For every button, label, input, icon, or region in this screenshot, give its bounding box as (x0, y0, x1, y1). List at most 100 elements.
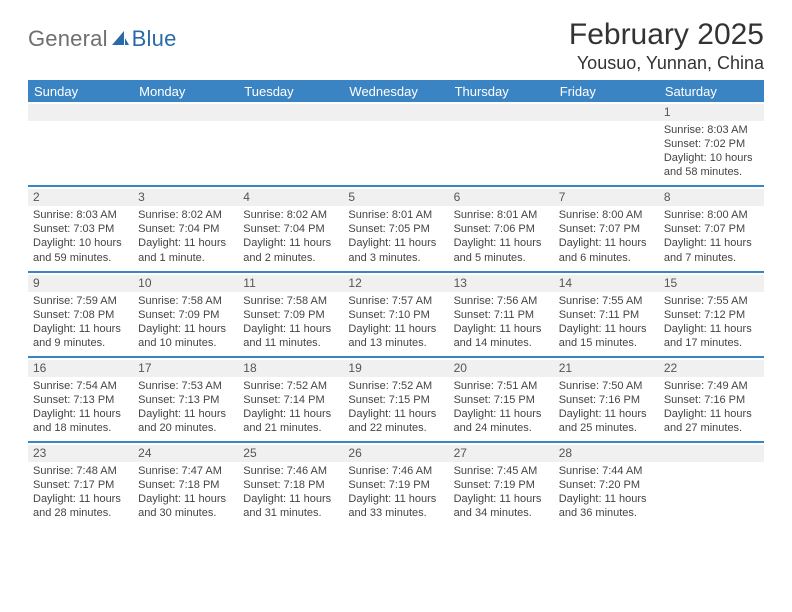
calendar-cell: 23 Sunrise: 7:48 AM Sunset: 7:17 PM Dayli… (28, 443, 133, 526)
day-details: Sunrise: 7:59 AM Sunset: 7:08 PM Dayligh… (33, 294, 128, 350)
header: General Blue February 2025 Yousuo, Yunna… (28, 18, 764, 74)
day-number: 12 (343, 275, 448, 292)
weekday-label: Thursday (449, 84, 554, 99)
day-details: Sunrise: 7:49 AM Sunset: 7:16 PM Dayligh… (664, 379, 759, 435)
day-number: 21 (554, 360, 659, 377)
calendar-body: 1 Sunrise: 8:03 AM Sunset: 7:02 PM Daylig… (28, 102, 764, 527)
day-number (554, 104, 659, 121)
day-details: Sunrise: 7:52 AM Sunset: 7:15 PM Dayligh… (348, 379, 443, 435)
weekday-label: Monday (133, 84, 238, 99)
calendar-cell: 7 Sunrise: 8:00 AM Sunset: 7:07 PM Daylig… (554, 187, 659, 270)
day-number: 1 (659, 104, 764, 121)
day-details: Sunrise: 7:50 AM Sunset: 7:16 PM Dayligh… (559, 379, 654, 435)
calendar-cell: 3 Sunrise: 8:02 AM Sunset: 7:04 PM Daylig… (133, 187, 238, 270)
day-details: Sunrise: 7:52 AM Sunset: 7:14 PM Dayligh… (243, 379, 338, 435)
day-number: 26 (343, 445, 448, 462)
day-details: Sunrise: 8:01 AM Sunset: 7:06 PM Dayligh… (454, 208, 549, 264)
brand-sail-icon (110, 29, 130, 47)
brand-logo: General Blue (28, 26, 177, 52)
calendar-cell: 9 Sunrise: 7:59 AM Sunset: 7:08 PM Daylig… (28, 273, 133, 356)
day-details: Sunrise: 7:53 AM Sunset: 7:13 PM Dayligh… (138, 379, 233, 435)
title-block: February 2025 Yousuo, Yunnan, China (569, 18, 764, 74)
day-details: Sunrise: 8:00 AM Sunset: 7:07 PM Dayligh… (664, 208, 759, 264)
day-number: 28 (554, 445, 659, 462)
day-details: Sunrise: 7:47 AM Sunset: 7:18 PM Dayligh… (138, 464, 233, 520)
calendar-cell: 2Sunrise: 8:03 AM Sunset: 7:03 PM Daylig… (28, 187, 133, 270)
calendar-cell (28, 102, 133, 185)
weekday-label: Tuesday (238, 84, 343, 99)
weekday-label: Friday (554, 84, 659, 99)
day-number: 3 (133, 189, 238, 206)
day-details: Sunrise: 7:54 AM Sunset: 7:13 PM Dayligh… (33, 379, 128, 435)
day-number (449, 104, 554, 121)
calendar-cell (554, 102, 659, 185)
day-details: Sunrise: 7:48 AM Sunset: 7:17 PM Dayligh… (33, 464, 128, 520)
calendar-cell (133, 102, 238, 185)
day-number: 23 (28, 445, 133, 462)
calendar-cell (449, 102, 554, 185)
day-number: 10 (133, 275, 238, 292)
calendar-cell: 10 Sunrise: 7:58 AM Sunset: 7:09 PM Dayli… (133, 273, 238, 356)
day-details: Sunrise: 7:44 AM Sunset: 7:20 PM Dayligh… (559, 464, 654, 520)
weekday-label: Sunday (28, 84, 133, 99)
day-details: Sunrise: 8:03 AM Sunset: 7:03 PM Dayligh… (33, 208, 128, 264)
calendar-cell: 19 Sunrise: 7:52 AM Sunset: 7:15 PM Dayli… (343, 358, 448, 441)
calendar-cell: 6 Sunrise: 8:01 AM Sunset: 7:06 PM Daylig… (449, 187, 554, 270)
day-number: 24 (133, 445, 238, 462)
brand-part1: General (28, 26, 108, 52)
day-number: 18 (238, 360, 343, 377)
calendar-cell: 20 Sunrise: 7:51 AM Sunset: 7:15 PM Dayli… (449, 358, 554, 441)
calendar-cell: 24 Sunrise: 7:47 AM Sunset: 7:18 PM Dayli… (133, 443, 238, 526)
day-number: 6 (449, 189, 554, 206)
calendar-cell: 16 Sunrise: 7:54 AM Sunset: 7:13 PM Dayli… (28, 358, 133, 441)
calendar-cell: 18 Sunrise: 7:52 AM Sunset: 7:14 PM Dayli… (238, 358, 343, 441)
day-number: 5 (343, 189, 448, 206)
calendar-cell: 1 Sunrise: 8:03 AM Sunset: 7:02 PM Daylig… (659, 102, 764, 185)
calendar-cell: 5Sunrise: 8:01 AM Sunset: 7:05 PM Daylig… (343, 187, 448, 270)
calendar-cell (659, 443, 764, 526)
day-details: Sunrise: 7:46 AM Sunset: 7:18 PM Dayligh… (243, 464, 338, 520)
calendar-page: General Blue February 2025 Yousuo, Yunna… (0, 0, 792, 612)
day-number: 7 (554, 189, 659, 206)
day-details: Sunrise: 7:55 AM Sunset: 7:12 PM Dayligh… (664, 294, 759, 350)
calendar-cell: 15 Sunrise: 7:55 AM Sunset: 7:12 PM Dayli… (659, 273, 764, 356)
day-details: Sunrise: 7:58 AM Sunset: 7:09 PM Dayligh… (138, 294, 233, 350)
calendar-weekday-header: Sunday Monday Tuesday Wednesday Thursday… (28, 80, 764, 102)
brand-part2: Blue (132, 26, 177, 52)
day-details: Sunrise: 7:46 AM Sunset: 7:19 PM Dayligh… (348, 464, 443, 520)
day-details: Sunrise: 8:02 AM Sunset: 7:04 PM Dayligh… (138, 208, 233, 264)
day-number: 20 (449, 360, 554, 377)
day-details: Sunrise: 7:51 AM Sunset: 7:15 PM Dayligh… (454, 379, 549, 435)
day-number: 15 (659, 275, 764, 292)
day-number: 25 (238, 445, 343, 462)
calendar-cell: 17Sunrise: 7:53 AM Sunset: 7:13 PM Dayli… (133, 358, 238, 441)
calendar-cell: 22 Sunrise: 7:49 AM Sunset: 7:16 PM Dayli… (659, 358, 764, 441)
weekday-label: Saturday (659, 84, 764, 99)
day-number: 16 (28, 360, 133, 377)
calendar-cell: 27 Sunrise: 7:45 AM Sunset: 7:19 PM Dayli… (449, 443, 554, 526)
day-details: Sunrise: 8:00 AM Sunset: 7:07 PM Dayligh… (559, 208, 654, 264)
day-number: 14 (554, 275, 659, 292)
day-details: Sunrise: 8:02 AM Sunset: 7:04 PM Dayligh… (243, 208, 338, 264)
calendar-cell: 14Sunrise: 7:55 AM Sunset: 7:11 PM Dayli… (554, 273, 659, 356)
calendar-cell: 26 Sunrise: 7:46 AM Sunset: 7:19 PM Dayli… (343, 443, 448, 526)
day-number: 22 (659, 360, 764, 377)
calendar-cell: 21 Sunrise: 7:50 AM Sunset: 7:16 PM Dayli… (554, 358, 659, 441)
day-number (238, 104, 343, 121)
day-number (659, 445, 764, 462)
calendar-cell: 11Sunrise: 7:58 AM Sunset: 7:09 PM Dayli… (238, 273, 343, 356)
page-subtitle: Yousuo, Yunnan, China (569, 53, 764, 74)
day-details: Sunrise: 7:58 AM Sunset: 7:09 PM Dayligh… (243, 294, 338, 350)
day-number (133, 104, 238, 121)
day-number: 19 (343, 360, 448, 377)
calendar-cell (343, 102, 448, 185)
day-number: 27 (449, 445, 554, 462)
day-details: Sunrise: 8:03 AM Sunset: 7:02 PM Dayligh… (664, 123, 759, 179)
day-number: 9 (28, 275, 133, 292)
calendar-cell: 8Sunrise: 8:00 AM Sunset: 7:07 PM Daylig… (659, 187, 764, 270)
day-details: Sunrise: 7:45 AM Sunset: 7:19 PM Dayligh… (454, 464, 549, 520)
calendar-cell: 28 Sunrise: 7:44 AM Sunset: 7:20 PM Dayli… (554, 443, 659, 526)
calendar-cell: 4Sunrise: 8:02 AM Sunset: 7:04 PM Daylig… (238, 187, 343, 270)
calendar-cell: 12Sunrise: 7:57 AM Sunset: 7:10 PM Dayli… (343, 273, 448, 356)
day-number (343, 104, 448, 121)
